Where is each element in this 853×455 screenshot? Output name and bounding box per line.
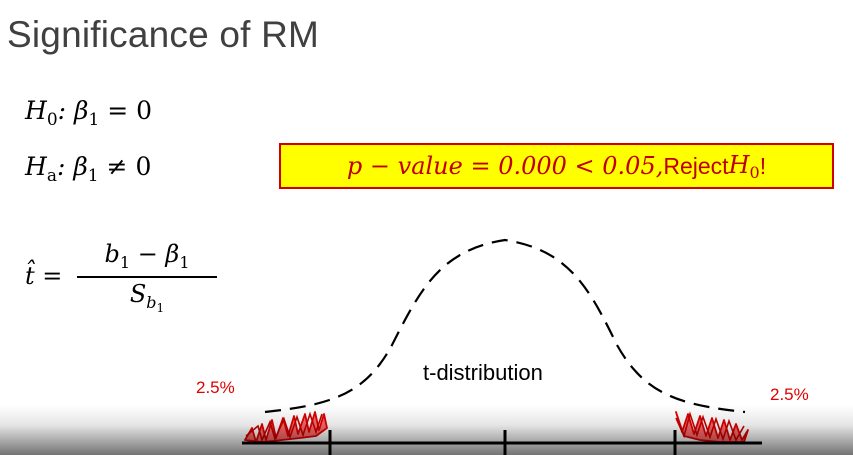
bell-curve [265,240,745,412]
distribution-label: t-distribution [423,360,543,386]
right-tail-percent: 2.5% [770,385,809,405]
left-tail-percent: 2.5% [196,378,235,398]
